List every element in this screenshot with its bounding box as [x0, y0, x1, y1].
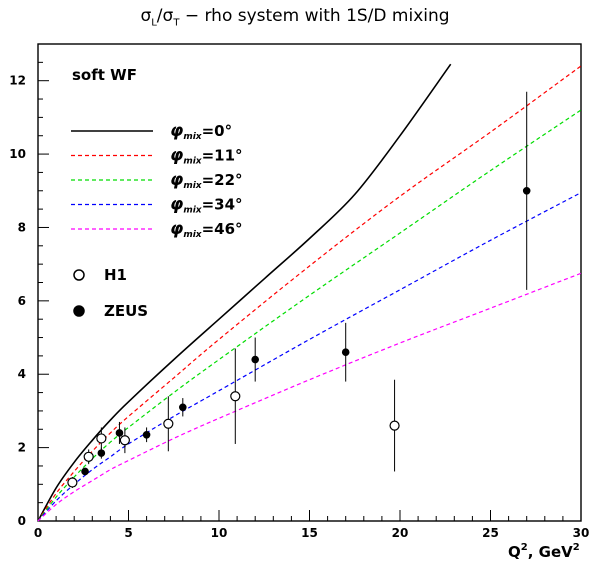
y-tick-label: 0	[18, 514, 26, 528]
zeus-data-point	[142, 430, 151, 439]
x-tick-label: 20	[392, 526, 409, 540]
legend-label-0: φmix=0°	[170, 121, 232, 142]
h1-data-point	[96, 433, 107, 444]
curve-series-0	[37, 63, 452, 522]
h1-data-point	[119, 435, 130, 446]
data-points	[67, 91, 531, 488]
y-tick-label: 12	[9, 74, 26, 88]
x-tick-label: 0	[34, 526, 42, 540]
zeus-data-point	[115, 429, 124, 437]
x-axis-label: Q2, GeV2	[508, 542, 580, 561]
y-tick-label: 8	[18, 220, 26, 234]
h1-data-point	[230, 391, 241, 402]
legend-label-3: φmix=34°	[170, 195, 243, 216]
chart-title: σL/σT − rho system with 1S/D mixing	[140, 6, 450, 29]
curve-series-4	[37, 272, 582, 522]
x-tick-label: 30	[573, 526, 590, 540]
zeus-data-point	[251, 355, 260, 364]
curve-series-3	[37, 192, 582, 522]
x-tick-label: 15	[301, 526, 318, 540]
curve-series-1	[37, 65, 582, 522]
legend-label-4: φmix=46°	[170, 219, 243, 240]
x-tick-label: 10	[211, 526, 228, 540]
y-tick-label: 2	[18, 441, 26, 455]
h1-data-point	[83, 451, 94, 462]
zeus-data-point	[522, 186, 531, 195]
zeus-data-point	[179, 403, 187, 412]
legend-label-h1: H1	[104, 266, 127, 284]
legend-marker-zeus	[73, 305, 85, 317]
curve-series-2	[37, 109, 582, 522]
zeus-data-point	[341, 348, 350, 357]
y-tick-label: 4	[18, 367, 26, 381]
legend-label-1: φmix=11°	[170, 146, 243, 167]
annotation-soft-wf: soft WF	[72, 66, 137, 84]
h1-data-point	[389, 420, 400, 431]
title-sigma-l: σL	[140, 6, 157, 29]
title-text: − rho system with 1S/D mixing	[179, 6, 450, 26]
legend-label-2: φmix=22°	[170, 170, 243, 191]
legend: φmix=0° φmix=11° φmix=22° φmix=34° φmix=46° H…	[71, 121, 243, 320]
zeus-data-point	[81, 467, 89, 476]
axes: 0 5 10 15 20 25 30 0 2 4 6 8 10 12	[9, 43, 590, 540]
y-tick-label: 10	[9, 147, 26, 161]
x-tick-label: 25	[482, 526, 499, 540]
model-curves	[37, 63, 582, 522]
h1-data-point	[67, 477, 78, 488]
y-tick-label: 6	[18, 294, 26, 308]
h1-data-point	[163, 418, 174, 429]
legend-marker-h1	[73, 269, 85, 281]
legend-label-zeus: ZEUS	[104, 302, 148, 320]
zeus-data-point	[97, 449, 106, 457]
title-sigma-t: σT	[162, 6, 180, 29]
x-tick-label: 5	[124, 526, 132, 540]
